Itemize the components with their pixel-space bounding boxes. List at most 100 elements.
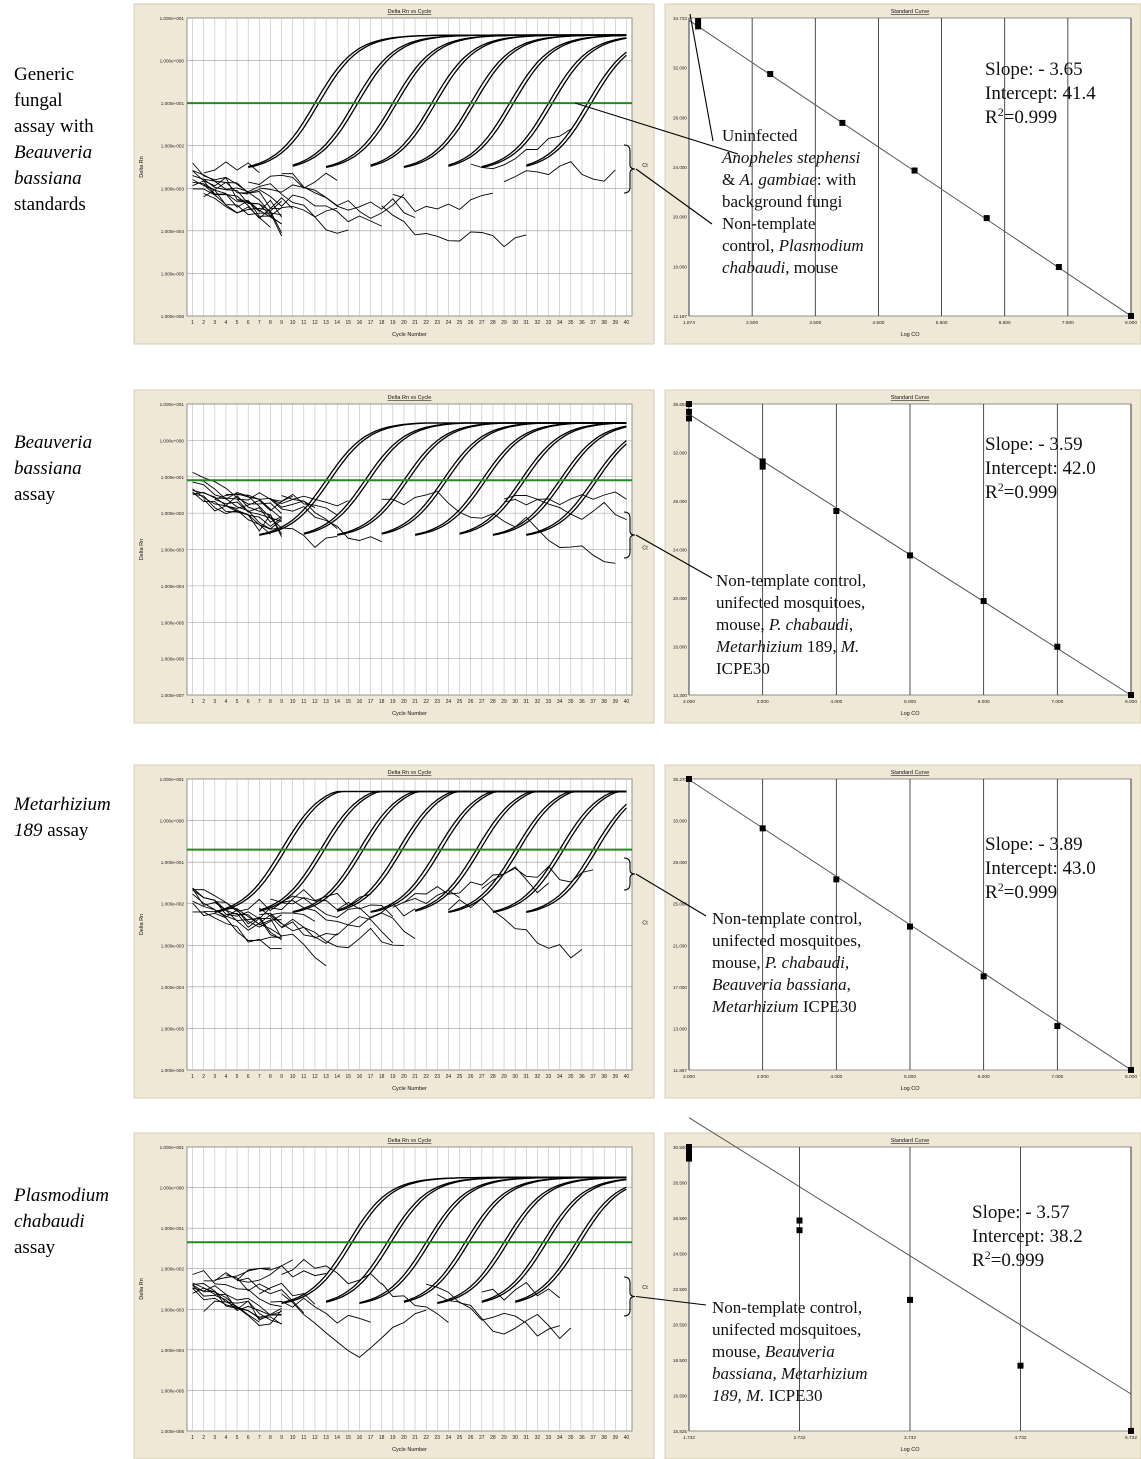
amplification-xlabel: Cycle Number: [392, 711, 427, 717]
r2-text: R2=0.999: [985, 480, 1057, 503]
amplification-xtick: 14: [334, 320, 340, 326]
leader-line: [635, 1295, 707, 1306]
amplification-xtick: 33: [546, 699, 552, 705]
standard-curve-xlabel: Log CO: [901, 711, 921, 717]
row-label-span: Beauveria: [14, 142, 92, 163]
r2-sup: 2: [998, 105, 1004, 119]
standard-curve-ytick: 20.000: [673, 215, 687, 220]
row-4: Plasmodium chabaudi assay Delta Rn vs Cycle…: [13, 1117, 1141, 1459]
amplification-ytick: 1.000e-005: [161, 1388, 185, 1393]
amplification-xtick: 3: [213, 320, 216, 326]
amplification-xtick: 3: [213, 1074, 216, 1080]
amplification-curve: [526, 803, 627, 913]
amplification-xtick: 39: [613, 1074, 619, 1080]
amplification-xtick: 12: [312, 699, 318, 705]
row-label-span: Beauveria: [14, 432, 92, 453]
row-label-line: assay: [14, 1237, 56, 1258]
amplification-xtick: 16: [357, 699, 363, 705]
amplification-ytick: 1.000e+000: [160, 1186, 185, 1191]
amplification-xtick: 23: [435, 699, 441, 705]
amplification-ytick: 1.000e-004: [161, 229, 185, 234]
amplification-xtick: 33: [546, 1435, 552, 1441]
annotations: Uninfected Anopheles stephensi & A. gambia…: [711, 126, 868, 1405]
amplification-xtick: 17: [368, 1435, 374, 1441]
annotation-span: P. chabaudi: [764, 953, 845, 972]
baseline-noise-trace: [381, 1282, 449, 1323]
amplification-curve: [526, 807, 627, 913]
amplification-xlabel: Cycle Number: [392, 332, 427, 338]
amplification-xtick: 21: [412, 1074, 418, 1080]
row-label-span: Plasmodium: [13, 1185, 109, 1206]
standard-curve-ytick: 13.300: [673, 693, 687, 698]
amplification-xtick: 39: [613, 699, 619, 705]
standard-curve-xtick: 8.000: [1125, 1074, 1137, 1080]
standard-curve-xtick: 8.000: [1125, 320, 1137, 326]
amplification-ytick: 1.000e-006: [161, 314, 185, 319]
amplification-ytick: 1.000e-003: [161, 186, 185, 191]
amplification-xtick: 33: [546, 1074, 552, 1080]
amplification-xtick: 10: [290, 320, 296, 326]
amplification-xtick: 20: [401, 1074, 407, 1080]
standard-curve-ytick: 28.000: [673, 115, 687, 120]
amplification-xtick: 17: [368, 1074, 374, 1080]
standard-curve-ylabel: Ct: [642, 921, 648, 927]
amplification-xtick: 23: [435, 1435, 441, 1441]
standard-curve-xtick: 5.000: [904, 1074, 916, 1080]
standard-curve-xtick: 3.000: [757, 1074, 769, 1080]
amplification-xtick: 15: [346, 320, 352, 326]
baseline-noise-trace: [270, 498, 382, 543]
amplification-xtick: 13: [323, 320, 329, 326]
amplification-ylabel: Delta Rn: [139, 1278, 145, 1299]
amplification-xlabel: Cycle Number: [392, 1447, 427, 1453]
standard-curve-ylabel: Ct: [642, 163, 648, 169]
baseline-noise-trace: [270, 1297, 371, 1324]
standard-curve-title: Standard Curve: [891, 9, 930, 15]
leader-line: [689, 13, 714, 142]
standard-curve-ytick: 35.270: [673, 777, 687, 782]
annotation-line: control, Plasmodium: [722, 236, 864, 255]
row-label-line: Generic: [14, 64, 74, 85]
amplification-xtick: 32: [535, 1435, 541, 1441]
standard-curve-ytick: 28.500: [673, 1181, 687, 1186]
annotation-span: : with: [817, 170, 857, 189]
standard-point: [911, 167, 918, 174]
row-label-span: 189: [14, 820, 43, 841]
amplification-xtick: 11: [301, 320, 306, 326]
baseline-noise-trace: [503, 491, 627, 506]
early-decay-trace: [192, 479, 282, 523]
annotation-span: ,: [849, 615, 853, 634]
row-label-line: Beauveria: [14, 142, 92, 163]
leader-lines: [574, 13, 739, 1317]
standard-curve-xtick: 4.732: [1014, 1435, 1026, 1441]
amplification-xtick: 31: [524, 1074, 530, 1080]
early-decay-trace: [192, 1287, 282, 1326]
row-label-span: assay: [14, 1237, 56, 1258]
standard-curve-ytick: 30.500: [673, 1145, 687, 1150]
baseline-noise-trace: [214, 898, 271, 912]
amplification-xtick: 27: [479, 1074, 485, 1080]
standard-curve-xtick: 7.000: [1051, 1074, 1063, 1080]
amplification-ytick: 1.000e-001: [161, 101, 185, 106]
early-decay-trace: [192, 188, 283, 237]
amplification-xtick: 39: [613, 320, 619, 326]
intercept-text: Intercept: 38.2: [972, 1226, 1083, 1247]
standard-curve-ytick: 18.500: [673, 1358, 687, 1363]
regression-line: [688, 1117, 1132, 1395]
amplification-title: Delta Rn vs Cycle: [388, 395, 432, 401]
standard-curve-ytick: 32.000: [673, 451, 687, 456]
amplification-ytick: 1.000e-004: [161, 1348, 185, 1353]
amplification-xtick: 30: [512, 1074, 518, 1080]
standard-curve-xtick: 4.000: [830, 699, 842, 705]
early-decay-trace: [192, 1284, 282, 1325]
amplification-xtick: 28: [490, 320, 496, 326]
r2-value: =0.999: [991, 1250, 1044, 1271]
annotation-line: Metarhizium 189, M.: [715, 637, 859, 656]
r2-text: R2=0.999: [985, 105, 1057, 128]
amplification-ytick: 1.000e-003: [161, 548, 185, 553]
row-label-line: 189 assay: [14, 820, 89, 841]
amplification-ytick: 1.000e-006: [161, 1429, 185, 1434]
amplification-ytick: 1.000e-002: [161, 902, 185, 907]
annotation-span: unifected mosquitoes,: [712, 931, 861, 950]
baseline-noise-trace: [381, 490, 494, 519]
amplification-xtick: 3: [213, 699, 216, 705]
